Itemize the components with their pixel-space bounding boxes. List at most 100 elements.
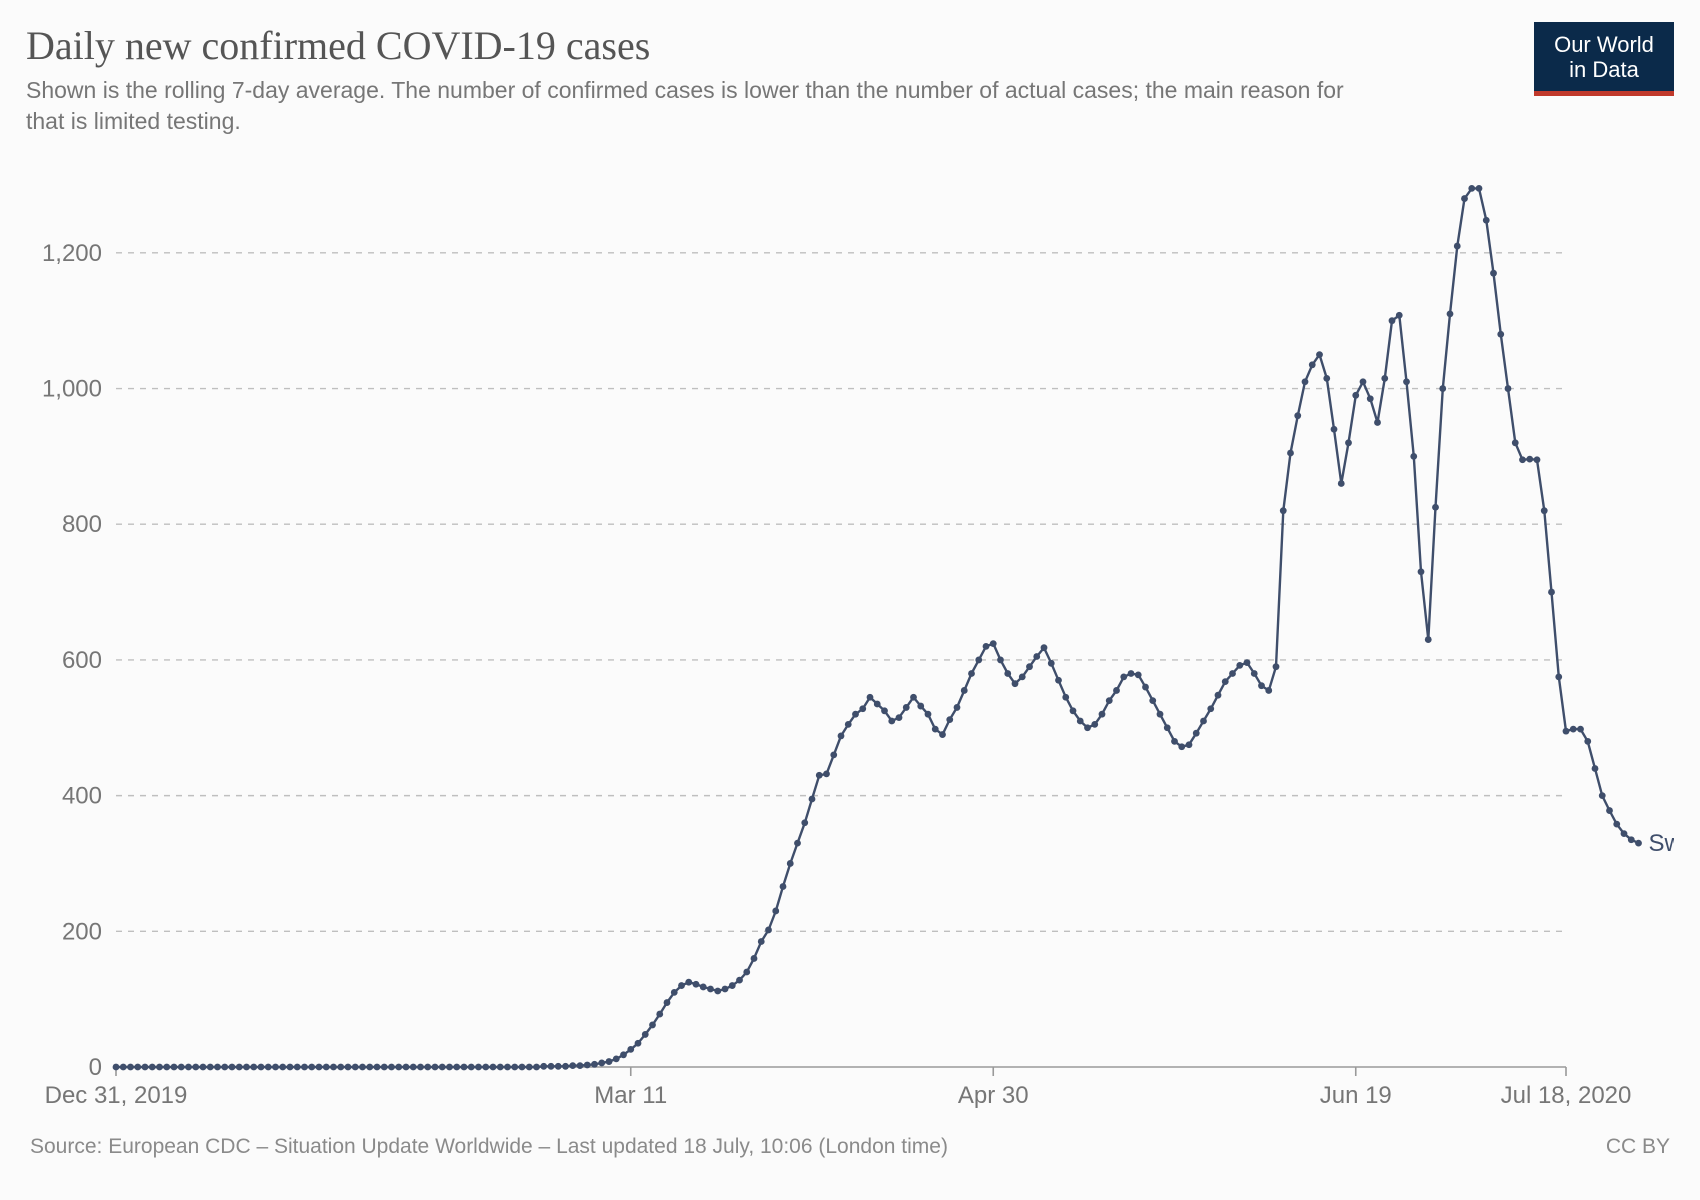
- series-marker: [287, 1064, 294, 1071]
- series-marker: [700, 984, 707, 991]
- series-marker: [722, 986, 729, 993]
- series-marker: [961, 687, 968, 694]
- series-marker: [990, 640, 997, 647]
- series-marker: [243, 1064, 250, 1071]
- x-tick-label: Jun 19: [1320, 1082, 1392, 1109]
- series-marker: [395, 1064, 402, 1071]
- series-marker: [1468, 185, 1475, 192]
- series-marker: [1338, 480, 1345, 487]
- series-label-sweden: Sweden: [1649, 830, 1675, 857]
- chart-subtitle: Shown is the rolling 7-day average. The …: [26, 75, 1356, 137]
- series-marker: [192, 1064, 199, 1071]
- series-marker: [1215, 692, 1222, 699]
- series-marker: [649, 1022, 656, 1029]
- series-marker: [685, 979, 692, 986]
- series-marker: [1149, 697, 1156, 704]
- series-marker: [838, 733, 845, 740]
- source-text: Source: European CDC – Situation Update …: [30, 1135, 948, 1159]
- series-marker: [968, 670, 975, 677]
- series-marker: [1512, 440, 1519, 447]
- series-marker: [1019, 674, 1026, 681]
- series-marker: [540, 1063, 547, 1070]
- series-marker: [1099, 711, 1106, 718]
- series-marker: [910, 694, 917, 701]
- series-marker: [207, 1064, 214, 1071]
- series-marker: [1548, 589, 1555, 596]
- y-tick-label: 0: [89, 1054, 102, 1081]
- series-marker: [569, 1062, 576, 1069]
- series-marker: [374, 1064, 381, 1071]
- series-marker: [1410, 453, 1417, 460]
- series-marker: [1490, 270, 1497, 277]
- series-marker: [997, 657, 1004, 664]
- series-marker: [156, 1064, 163, 1071]
- series-marker: [845, 721, 852, 728]
- series-marker: [1389, 317, 1396, 324]
- series-marker: [1302, 378, 1309, 385]
- series-marker: [932, 726, 939, 733]
- series-marker: [504, 1064, 511, 1071]
- series-marker: [584, 1062, 591, 1069]
- series-marker: [627, 1046, 634, 1053]
- series-marker: [1164, 724, 1171, 731]
- series-marker: [432, 1064, 439, 1071]
- series-marker: [1294, 412, 1301, 419]
- series-marker: [983, 643, 990, 650]
- series-marker: [330, 1064, 337, 1071]
- series-marker: [787, 860, 794, 867]
- series-marker: [729, 982, 736, 989]
- series-marker: [830, 752, 837, 759]
- logo-line2: in Data: [1534, 57, 1674, 82]
- series-marker: [1345, 440, 1352, 447]
- series-marker: [939, 731, 946, 738]
- series-marker: [562, 1063, 569, 1070]
- x-tick-label: Apr 30: [958, 1082, 1029, 1109]
- series-marker: [1091, 721, 1098, 728]
- series-marker: [751, 955, 758, 962]
- footer: Source: European CDC – Situation Update …: [26, 1135, 1674, 1159]
- series-marker: [1425, 636, 1432, 643]
- series-marker: [1258, 682, 1265, 689]
- series-marker: [1613, 821, 1620, 828]
- series-marker: [1555, 674, 1562, 681]
- series-marker: [758, 938, 765, 945]
- series-marker: [1483, 217, 1490, 224]
- series-marker: [526, 1064, 533, 1071]
- series-marker: [214, 1064, 221, 1071]
- y-tick-label: 400: [62, 783, 102, 810]
- owid-logo: Our World in Data: [1534, 22, 1674, 96]
- series-marker: [852, 711, 859, 718]
- chart-area: 02004006008001,0001,200Dec 31, 2019Mar 1…: [26, 155, 1674, 1125]
- series-marker: [1374, 419, 1381, 426]
- series-marker: [642, 1031, 649, 1038]
- series-marker: [1497, 331, 1504, 338]
- series-marker: [439, 1064, 446, 1071]
- series-marker: [707, 986, 714, 993]
- series-marker: [1120, 674, 1127, 681]
- series-marker: [453, 1064, 460, 1071]
- series-marker: [946, 716, 953, 723]
- series-marker: [1186, 741, 1193, 748]
- series-marker: [468, 1064, 475, 1071]
- series-marker: [352, 1064, 359, 1071]
- series-marker: [917, 703, 924, 710]
- series-marker: [381, 1064, 388, 1071]
- series-marker: [736, 977, 743, 984]
- series-marker: [1606, 807, 1613, 814]
- series-marker: [127, 1064, 134, 1071]
- series-marker: [461, 1064, 468, 1071]
- series-marker: [1331, 426, 1338, 433]
- series-marker: [881, 708, 888, 715]
- series-marker: [1004, 670, 1011, 677]
- series-marker: [1635, 840, 1642, 847]
- series-marker: [613, 1056, 620, 1063]
- series-marker: [809, 796, 816, 803]
- y-tick-label: 1,000: [42, 376, 102, 403]
- series-marker: [1381, 375, 1388, 382]
- series-marker: [1439, 385, 1446, 392]
- series-marker: [888, 718, 895, 725]
- x-tick-label: Jul 18, 2020: [1501, 1082, 1632, 1109]
- series-marker: [1447, 311, 1454, 318]
- series-marker: [1055, 677, 1062, 684]
- series-marker: [1287, 450, 1294, 457]
